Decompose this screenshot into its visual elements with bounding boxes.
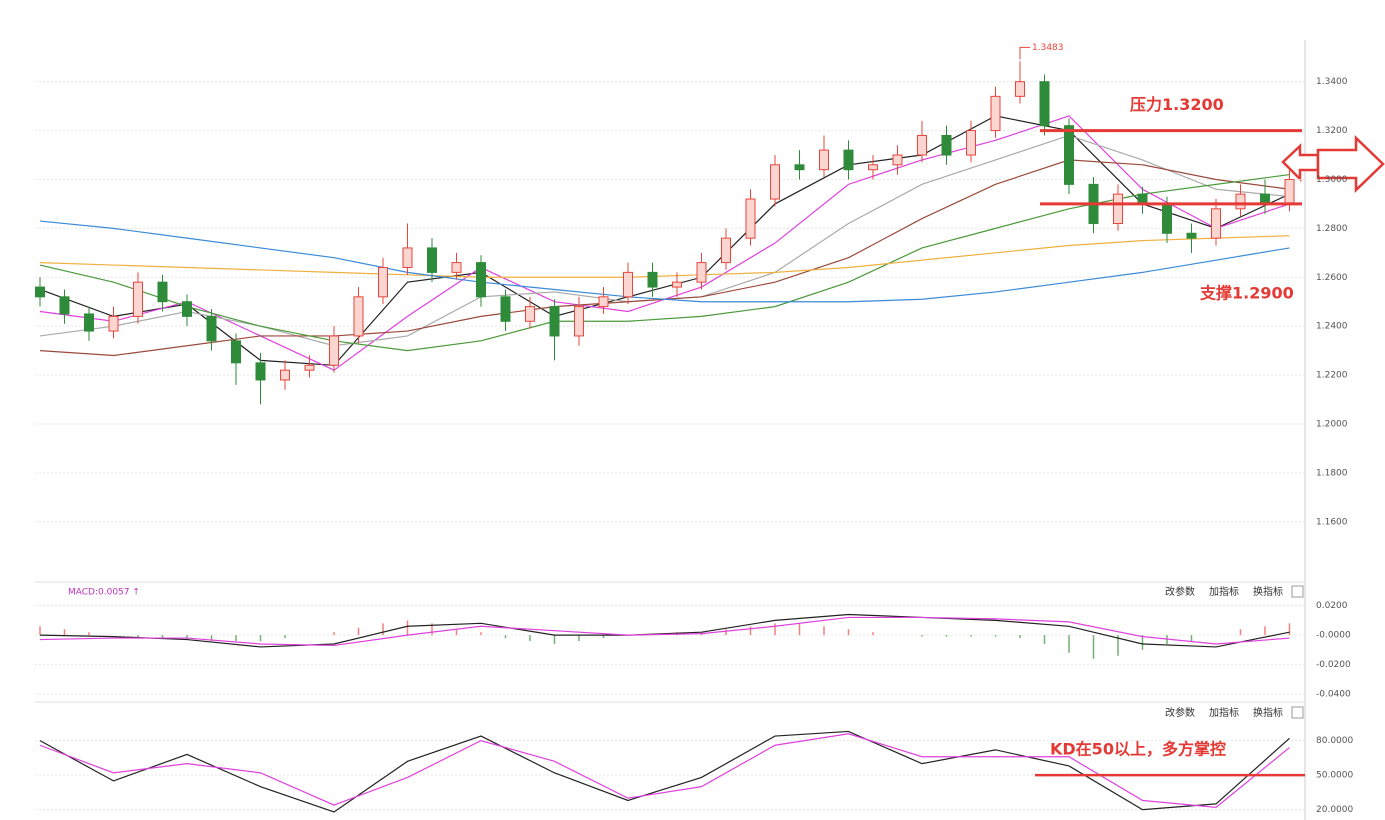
candle-body — [966, 130, 976, 156]
toolbar-button: 改参数 — [1165, 706, 1195, 719]
y-tick-label: 1.1800 — [1316, 468, 1348, 478]
y-tick-label: 1.2400 — [1316, 322, 1348, 332]
candle-body — [157, 281, 168, 303]
toolbar-button: 换指标 — [1253, 706, 1283, 719]
candle-body — [353, 296, 364, 337]
y-tick-label: -0.0000 — [1316, 631, 1351, 641]
candle-body — [843, 149, 854, 171]
y-tick-label: -0.0200 — [1316, 660, 1351, 670]
candle-body — [868, 164, 878, 171]
peak-marker — [1019, 46, 1030, 60]
candle-body — [990, 95, 1001, 132]
y-tick-label: 1.3400 — [1316, 77, 1348, 87]
y-tick-label: 1.2000 — [1316, 419, 1348, 429]
close-button[interactable] — [1291, 585, 1304, 598]
candle-body — [500, 296, 511, 322]
toolbar-button: 加指标 — [1209, 706, 1239, 719]
candle-body — [451, 262, 462, 273]
candle-body — [329, 335, 339, 366]
candle-body — [231, 340, 241, 364]
y-tick-label: 1.3000 — [1316, 175, 1348, 185]
candle-body — [917, 134, 927, 156]
candle-body — [770, 164, 780, 200]
candle-body — [1186, 232, 1197, 239]
candle-body — [598, 296, 609, 308]
indicator-line — [39, 235, 1290, 278]
indicator-line — [39, 613, 1290, 648]
candle-body — [1039, 81, 1050, 127]
candle-body — [476, 262, 486, 298]
indicator-header: MACD:0.0057 ↑ — [68, 588, 140, 598]
candle-body — [1284, 178, 1295, 205]
toolbar-button: 改参数 — [1165, 585, 1195, 598]
y-tick-label: 1.2200 — [1316, 371, 1348, 381]
toolbar-button: 加指标 — [1209, 585, 1239, 598]
candle-body — [108, 315, 119, 332]
candle-body — [427, 247, 437, 273]
direction-arrows — [1281, 135, 1385, 193]
candle-body — [549, 306, 560, 337]
indicator-line — [39, 220, 1290, 303]
candle-body — [1113, 193, 1123, 224]
candle-body — [672, 281, 682, 288]
y-tick-label: 1.2600 — [1316, 273, 1348, 283]
level-label: KD在50以上，多方掌控 — [1050, 740, 1226, 759]
candle-body — [1235, 193, 1246, 210]
indicator-line — [39, 115, 1290, 366]
candle-body — [721, 237, 731, 264]
candle-body — [133, 281, 143, 317]
candle-body — [206, 315, 217, 342]
indicator-line — [39, 134, 1290, 347]
level-label: 支撑1.2900 — [1199, 283, 1294, 302]
candle-body — [35, 286, 45, 298]
candle-body — [696, 262, 707, 283]
candle-body — [892, 154, 903, 166]
y-tick-label: 1.1600 — [1316, 517, 1348, 527]
peak-label: 1.3483 — [1032, 43, 1064, 53]
candle-body — [1211, 208, 1221, 239]
indicator-line — [39, 733, 1290, 808]
candle-body — [1015, 81, 1025, 97]
candle-body — [941, 134, 952, 156]
candle-body — [525, 306, 535, 322]
y-tick-label: 50.0000 — [1316, 771, 1353, 781]
candle-body — [623, 271, 633, 298]
candle-body — [255, 362, 266, 381]
candle-body — [59, 296, 70, 315]
y-tick-label: 20.0000 — [1316, 805, 1353, 815]
candle-body — [402, 247, 413, 268]
y-tick-label: 0.0200 — [1316, 601, 1348, 611]
y-tick-label: 1.2800 — [1316, 224, 1348, 234]
candle-body — [1064, 125, 1074, 185]
indicator-line — [39, 616, 1290, 647]
level-label: 压力1.3200 — [1130, 95, 1224, 114]
indicator-line — [39, 173, 1290, 352]
candle-body — [1162, 203, 1172, 234]
candle-body — [794, 164, 805, 171]
candle-body — [84, 313, 94, 332]
y-tick-label: 1.3200 — [1316, 126, 1348, 136]
candle-body — [647, 271, 658, 288]
y-tick-label: 80.0000 — [1316, 736, 1353, 746]
candle-body — [182, 301, 192, 317]
candle-body — [378, 266, 388, 298]
toolbar-button: 换指标 — [1253, 585, 1283, 598]
indicator-line — [39, 730, 1290, 813]
candle-body — [819, 149, 829, 171]
candle-body — [574, 306, 584, 337]
y-tick-label: -0.0400 — [1316, 690, 1351, 700]
close-button[interactable] — [1291, 706, 1304, 719]
candle-body — [745, 198, 756, 239]
candle-body — [280, 369, 290, 381]
candle-body — [304, 364, 315, 371]
